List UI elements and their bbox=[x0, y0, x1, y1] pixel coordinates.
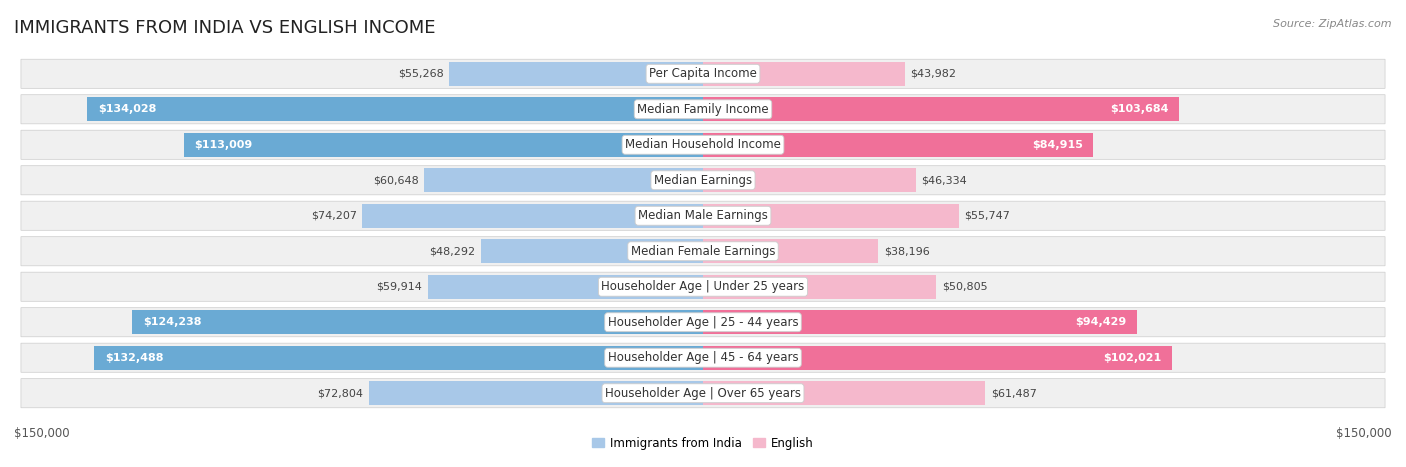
Text: $103,684: $103,684 bbox=[1111, 104, 1168, 114]
FancyBboxPatch shape bbox=[21, 95, 1385, 124]
Text: $94,429: $94,429 bbox=[1076, 317, 1126, 327]
Text: $59,914: $59,914 bbox=[377, 282, 422, 292]
Text: IMMIGRANTS FROM INDIA VS ENGLISH INCOME: IMMIGRANTS FROM INDIA VS ENGLISH INCOME bbox=[14, 19, 436, 37]
Bar bbox=[703, 275, 936, 299]
Text: $55,747: $55,747 bbox=[965, 211, 1011, 221]
Bar bbox=[703, 168, 915, 192]
Bar bbox=[363, 204, 703, 228]
FancyBboxPatch shape bbox=[21, 308, 1385, 337]
Text: $74,207: $74,207 bbox=[311, 211, 357, 221]
Text: $43,982: $43,982 bbox=[911, 69, 956, 79]
Text: $50,805: $50,805 bbox=[942, 282, 987, 292]
Text: Householder Age | Over 65 years: Householder Age | Over 65 years bbox=[605, 387, 801, 400]
Text: $46,334: $46,334 bbox=[921, 175, 967, 185]
Bar bbox=[703, 310, 1136, 334]
Text: Median Earnings: Median Earnings bbox=[654, 174, 752, 187]
Bar bbox=[481, 239, 703, 263]
Text: $132,488: $132,488 bbox=[105, 353, 163, 363]
Bar bbox=[703, 62, 905, 86]
FancyBboxPatch shape bbox=[21, 166, 1385, 195]
Text: Median Family Income: Median Family Income bbox=[637, 103, 769, 116]
FancyBboxPatch shape bbox=[21, 237, 1385, 266]
Text: Median Household Income: Median Household Income bbox=[626, 138, 780, 151]
Bar bbox=[94, 346, 703, 370]
Text: $60,648: $60,648 bbox=[373, 175, 419, 185]
Text: $102,021: $102,021 bbox=[1102, 353, 1161, 363]
Text: $124,238: $124,238 bbox=[143, 317, 201, 327]
Bar bbox=[703, 239, 879, 263]
Bar bbox=[132, 310, 703, 334]
Bar bbox=[703, 133, 1092, 157]
Text: Householder Age | 25 - 44 years: Householder Age | 25 - 44 years bbox=[607, 316, 799, 329]
Text: $84,915: $84,915 bbox=[1032, 140, 1083, 150]
Legend: Immigrants from India, English: Immigrants from India, English bbox=[588, 432, 818, 455]
Bar bbox=[703, 381, 986, 405]
Text: $61,487: $61,487 bbox=[991, 388, 1036, 398]
Bar bbox=[427, 275, 703, 299]
FancyBboxPatch shape bbox=[21, 59, 1385, 88]
Text: $150,000: $150,000 bbox=[14, 427, 70, 440]
Bar bbox=[87, 97, 703, 121]
Bar bbox=[449, 62, 703, 86]
Text: $48,292: $48,292 bbox=[430, 246, 475, 256]
Text: $72,804: $72,804 bbox=[318, 388, 363, 398]
Text: Householder Age | 45 - 64 years: Householder Age | 45 - 64 years bbox=[607, 351, 799, 364]
Text: $134,028: $134,028 bbox=[98, 104, 156, 114]
Text: $150,000: $150,000 bbox=[1336, 427, 1392, 440]
Text: $38,196: $38,196 bbox=[884, 246, 929, 256]
Bar bbox=[703, 204, 959, 228]
FancyBboxPatch shape bbox=[21, 130, 1385, 159]
FancyBboxPatch shape bbox=[21, 201, 1385, 230]
Text: Householder Age | Under 25 years: Householder Age | Under 25 years bbox=[602, 280, 804, 293]
FancyBboxPatch shape bbox=[21, 343, 1385, 372]
Text: Source: ZipAtlas.com: Source: ZipAtlas.com bbox=[1274, 19, 1392, 28]
Bar bbox=[184, 133, 703, 157]
Text: Median Female Earnings: Median Female Earnings bbox=[631, 245, 775, 258]
FancyBboxPatch shape bbox=[21, 379, 1385, 408]
Bar bbox=[425, 168, 703, 192]
Bar bbox=[703, 346, 1171, 370]
Bar bbox=[368, 381, 703, 405]
Text: Per Capita Income: Per Capita Income bbox=[650, 67, 756, 80]
Bar bbox=[703, 97, 1180, 121]
FancyBboxPatch shape bbox=[21, 272, 1385, 301]
Text: Median Male Earnings: Median Male Earnings bbox=[638, 209, 768, 222]
Text: $113,009: $113,009 bbox=[194, 140, 253, 150]
Text: $55,268: $55,268 bbox=[398, 69, 444, 79]
